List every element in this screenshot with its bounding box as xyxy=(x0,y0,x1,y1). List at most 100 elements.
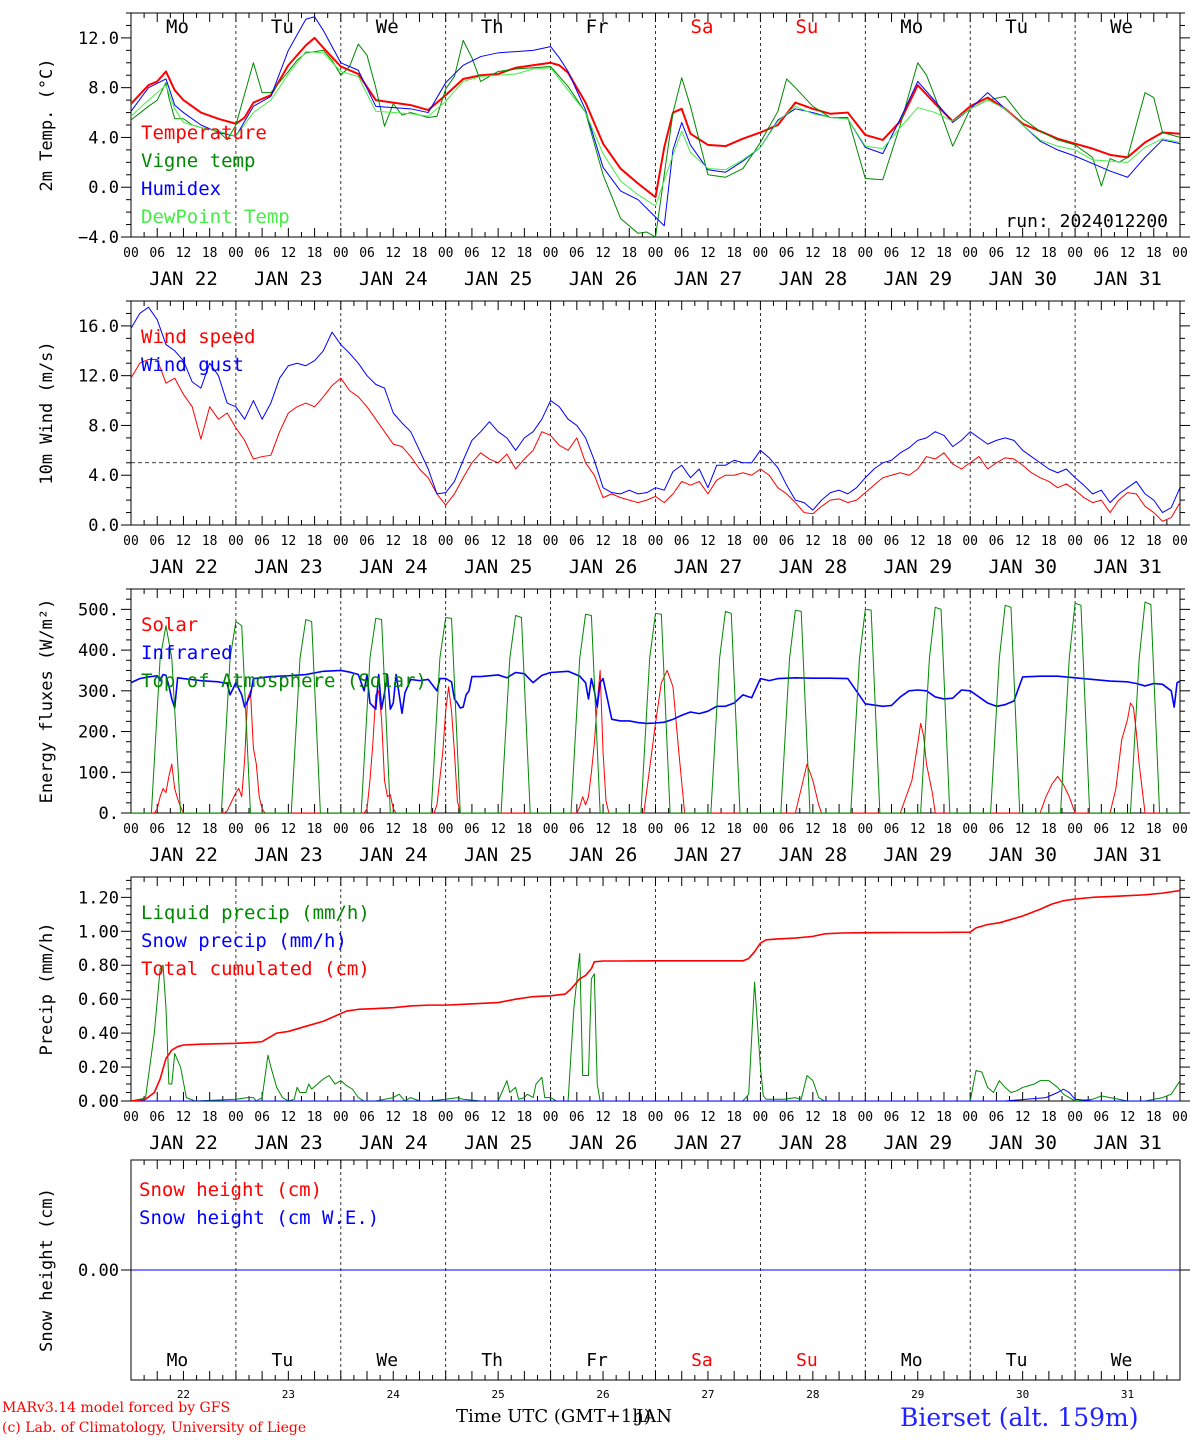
date-label: JAN 23 xyxy=(254,268,323,290)
hour-label: 18 xyxy=(621,822,637,837)
day-number-label: 30 xyxy=(1016,1388,1029,1401)
hour-label: 06 xyxy=(569,1110,585,1125)
hour-label: 00 xyxy=(1067,246,1083,261)
hour-label: 18 xyxy=(1146,534,1162,549)
y-tick-label: 1.20 xyxy=(78,888,119,908)
weekday-label: Mo xyxy=(167,1350,189,1371)
hour-label: 18 xyxy=(831,1110,847,1125)
date-label: JAN 27 xyxy=(674,268,743,290)
legend-entry: DewPoint Temp xyxy=(141,206,290,228)
hour-label: 00 xyxy=(962,534,978,549)
hour-label: 12 xyxy=(910,246,926,261)
day-number-label: 26 xyxy=(596,1388,609,1401)
hour-label: 00 xyxy=(857,246,873,261)
hour-label: 18 xyxy=(1146,1110,1162,1125)
hour-label: 12 xyxy=(490,534,506,549)
hour-label: 18 xyxy=(412,822,428,837)
hour-label: 18 xyxy=(517,822,533,837)
hour-label: 06 xyxy=(359,1110,375,1125)
hour-label: 18 xyxy=(936,246,952,261)
weekday-label: Mo xyxy=(166,16,189,38)
legend-entry: Solar xyxy=(141,614,198,636)
hour-label: 18 xyxy=(831,822,847,837)
hour-label: 00 xyxy=(543,1110,559,1125)
hour-label: 06 xyxy=(464,822,480,837)
hour-label: 00 xyxy=(438,822,454,837)
hour-label: 12 xyxy=(910,1110,926,1125)
weekday-label: Tu xyxy=(1005,16,1028,38)
hour-label: 06 xyxy=(359,246,375,261)
hour-label: 00 xyxy=(228,1110,244,1125)
hour-label: 06 xyxy=(779,246,795,261)
date-label: JAN 23 xyxy=(254,844,323,866)
y-tick-label: 8.0 xyxy=(88,416,119,436)
date-label: JAN 22 xyxy=(149,1132,218,1154)
series-line xyxy=(131,601,1180,813)
series-line xyxy=(131,889,1180,1101)
day-number-label: 29 xyxy=(911,1388,924,1401)
date-label: JAN 31 xyxy=(1093,1132,1162,1154)
date-label: JAN 22 xyxy=(149,556,218,578)
hour-label: 18 xyxy=(936,1110,952,1125)
hour-label: 18 xyxy=(1041,534,1057,549)
series-line xyxy=(131,306,1180,514)
series-line xyxy=(131,1088,1180,1101)
legend-entry: Top of Atmosphere (Solar) xyxy=(141,670,427,692)
date-label: JAN 24 xyxy=(359,556,428,578)
panel-3: 0. 100. 200. 300. 400. 500. Energy fluxes (W/m… xyxy=(37,588,1190,866)
date-label: JAN 31 xyxy=(1093,556,1162,578)
hour-label: 00 xyxy=(753,246,769,261)
y-axis-title: Precip (mm/h) xyxy=(37,922,57,1055)
hour-label: 06 xyxy=(254,246,270,261)
hour-label: 00 xyxy=(962,822,978,837)
hour-label: 18 xyxy=(621,534,637,549)
hour-label: 06 xyxy=(254,534,270,549)
hour-label: 00 xyxy=(228,246,244,261)
weekday-label: Fr xyxy=(586,1350,608,1371)
hour-label: 18 xyxy=(1041,246,1057,261)
hour-label: 12 xyxy=(700,246,716,261)
hour-label: 06 xyxy=(464,534,480,549)
series-line xyxy=(131,16,1180,227)
date-label: JAN 30 xyxy=(988,556,1057,578)
y-axis-title: Snow height (cm) xyxy=(37,1188,57,1352)
date-label: JAN 24 xyxy=(359,268,428,290)
hour-label: 00 xyxy=(753,822,769,837)
hour-label: 12 xyxy=(281,822,297,837)
date-label: JAN 26 xyxy=(569,844,638,866)
hour-label: 06 xyxy=(674,822,690,837)
hour-label: 00 xyxy=(1067,534,1083,549)
y-tick-label: 0.00 xyxy=(78,1261,119,1281)
hour-label: 00 xyxy=(1172,1110,1188,1125)
date-label: JAN 24 xyxy=(359,1132,428,1154)
day-number-label: 27 xyxy=(701,1388,714,1401)
hour-label: 00 xyxy=(123,534,139,549)
date-label: JAN 22 xyxy=(149,268,218,290)
hour-label: 12 xyxy=(176,822,192,837)
hour-label: 00 xyxy=(438,1110,454,1125)
hour-label: 12 xyxy=(385,1110,401,1125)
hour-label: 06 xyxy=(884,246,900,261)
legend-entry: Wind gust xyxy=(141,354,244,376)
y-axis-title: 10m Wind (m/s) xyxy=(37,341,57,484)
hour-label: 18 xyxy=(1146,822,1162,837)
date-label: JAN 25 xyxy=(464,268,533,290)
hour-label: 06 xyxy=(254,822,270,837)
hour-label: 00 xyxy=(1172,246,1188,261)
hour-label: 00 xyxy=(333,534,349,549)
weekday-label: Sa xyxy=(691,1350,713,1371)
date-label: JAN 28 xyxy=(779,268,848,290)
hour-label: 18 xyxy=(1041,822,1057,837)
hour-label: 18 xyxy=(202,822,218,837)
date-label: JAN 22 xyxy=(149,844,218,866)
day-number-label: 25 xyxy=(492,1388,505,1401)
panel-5: 0.00 Snow height (cm) Snow height (cm) Snow… xyxy=(37,1159,1190,1401)
date-label: JAN 28 xyxy=(779,844,848,866)
hour-label: 18 xyxy=(412,246,428,261)
hour-label: 12 xyxy=(176,1110,192,1125)
date-label: JAN 26 xyxy=(569,556,638,578)
hour-label: 00 xyxy=(962,246,978,261)
hour-label: 00 xyxy=(1172,534,1188,549)
hour-label: 06 xyxy=(149,822,165,837)
date-label: JAN 26 xyxy=(569,1132,638,1154)
